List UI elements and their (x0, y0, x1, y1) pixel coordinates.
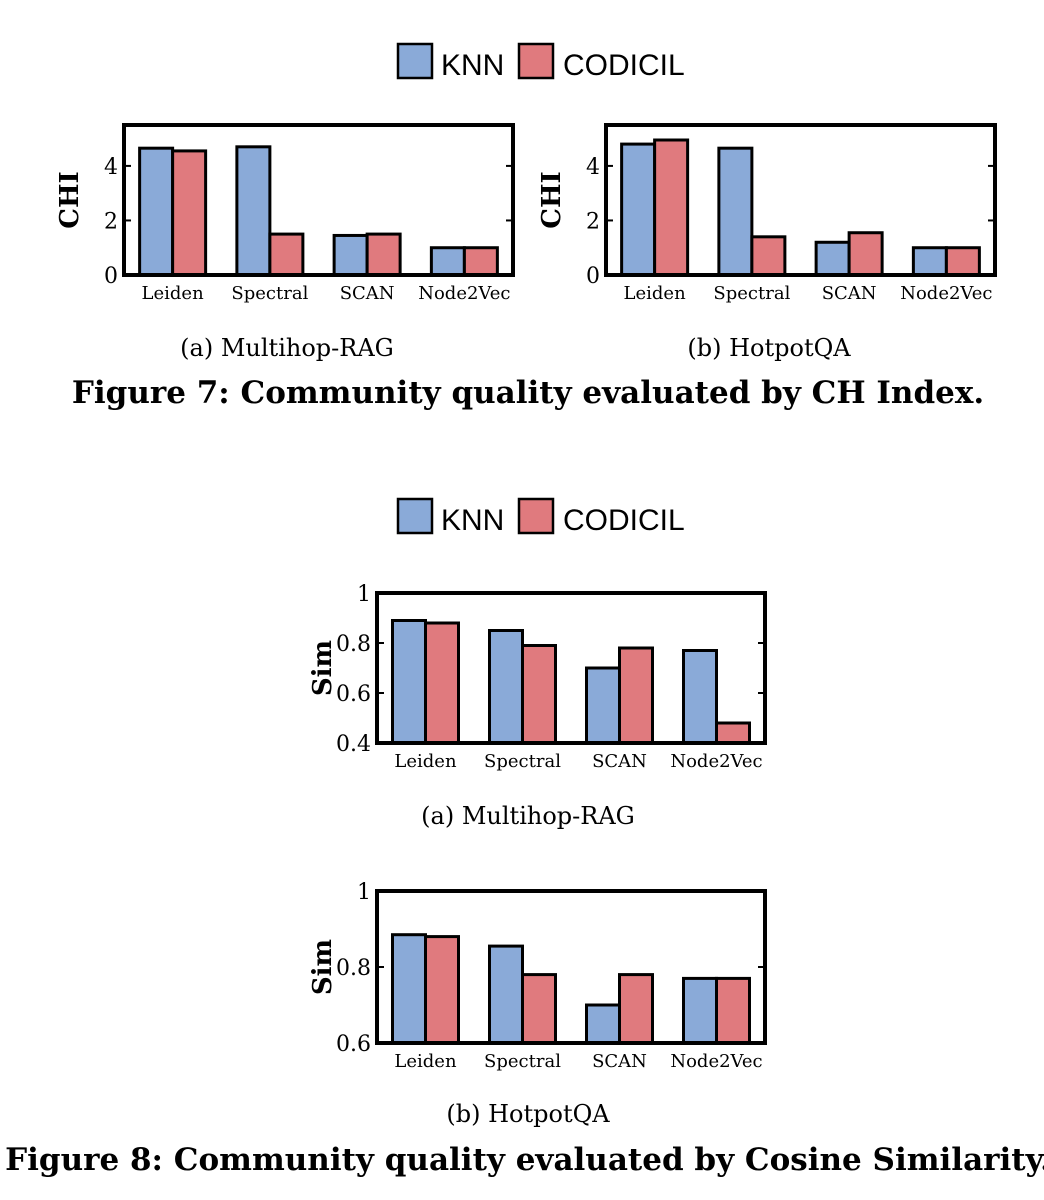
chart-ch-index-multihop-rag: Leiden Spectral SCAN Node2Vec 0 2 4 CHI (a) Mult… (55, 123, 515, 362)
bar-codicil-spectral (521, 973, 557, 1045)
y-tick-label: 1 (357, 582, 371, 607)
legend-swatch-knn (396, 42, 434, 80)
y-axis-label: CHI (537, 171, 567, 228)
y-tick-label: 4 (586, 155, 600, 180)
bar-knn-node2vec (911, 246, 948, 277)
y-tick-label: 0.4 (336, 732, 371, 757)
subplot-caption: (b) HotpotQA (446, 1100, 610, 1128)
bar-knn-node2vec (429, 246, 466, 277)
x-tick-label: SCAN (592, 1051, 647, 1072)
legend-label-knn: KNN (441, 504, 504, 537)
y-axis-label: Sim (308, 640, 338, 696)
bar-knn-scan (585, 666, 621, 745)
bar-knn-scan (585, 1003, 621, 1045)
plot-frame (122, 123, 515, 277)
bar-codicil-spectral (268, 232, 305, 277)
x-tick-label: Leiden (624, 283, 687, 304)
bar-codicil-leiden (171, 149, 208, 277)
bar-codicil-leiden (653, 138, 690, 277)
bar-codicil-scan (618, 973, 654, 1045)
bar-codicil-node2vec (462, 246, 499, 277)
x-tick-label: Node2Vec (670, 1051, 762, 1072)
x-tick-label: Spectral (231, 283, 308, 304)
bar-knn-spectral (488, 944, 524, 1045)
bar-knn-scan (332, 233, 369, 277)
x-tick-label: Node2Vec (670, 751, 762, 772)
bar-knn-leiden (620, 142, 657, 277)
plot-frame (375, 889, 767, 1045)
figure8-legend: KNN CODICIL (396, 497, 685, 537)
y-tick-label: 2 (586, 209, 600, 234)
x-tick-label: Spectral (484, 751, 561, 772)
figure8-caption: Figure 8: Community quality evaluated by… (5, 1142, 1044, 1178)
y-tick-label: 0.6 (336, 1032, 371, 1057)
x-tick-label: SCAN (822, 283, 877, 304)
legend-label-knn: KNN (441, 49, 504, 82)
y-axis-label: Sim (308, 939, 338, 995)
bar-knn-node2vec (682, 976, 718, 1045)
x-tick-label: Spectral (484, 1051, 561, 1072)
y-tick-label: 2 (104, 209, 118, 234)
bar-codicil-node2vec (944, 246, 981, 277)
bar-codicil-scan (847, 231, 884, 277)
x-tick-label: SCAN (340, 283, 395, 304)
x-tick-label: Leiden (142, 283, 205, 304)
y-tick-label: 4 (104, 155, 118, 180)
bar-codicil-spectral (521, 644, 557, 745)
subplot-caption: (a) Multihop-RAG (421, 802, 635, 830)
chart-ch-index-hotpotqa: Leiden Spectral SCAN Node2Vec 0 2 4 CHI (b) Hotp… (537, 123, 997, 362)
x-tick-label: Leiden (394, 1051, 457, 1072)
y-tick-label: 0.8 (336, 956, 371, 981)
x-tick-label: SCAN (592, 751, 647, 772)
bar-knn-leiden (391, 933, 427, 1045)
x-tick-label: Leiden (394, 751, 457, 772)
bar-codicil-scan (618, 646, 654, 745)
bar-codicil-node2vec (715, 721, 751, 745)
subplot-caption: (b) HotpotQA (687, 334, 851, 362)
legend-label-codicil: CODICIL (563, 49, 685, 82)
bar-knn-leiden (391, 619, 427, 745)
legend-label-codicil: CODICIL (563, 504, 685, 537)
bar-codicil-node2vec (715, 976, 751, 1045)
legend-swatch-knn (396, 497, 434, 535)
plot-frame (375, 591, 767, 745)
legend-swatch-codicil (517, 497, 555, 535)
bar-knn-node2vec (682, 649, 718, 745)
bar-knn-spectral (717, 146, 754, 277)
subplot-caption: (a) Multihop-RAG (180, 334, 394, 362)
plot-frame (604, 123, 997, 277)
y-tick-label: 0.8 (336, 632, 371, 657)
bar-knn-spectral (488, 629, 524, 745)
bar-knn-spectral (235, 145, 272, 277)
y-tick-label: 0.6 (336, 682, 371, 707)
figure7-caption: Figure 7: Community quality evaluated by… (72, 375, 984, 411)
legend-swatch-codicil (517, 42, 555, 80)
y-tick-label: 0 (104, 264, 118, 289)
bar-knn-leiden (138, 146, 175, 277)
chart-cosine-sim-hotpotqa: Leiden Spectral SCAN Node2Vec 0.6 0.8 1 Sim (b) … (308, 880, 767, 1128)
figure7-legend: KNN CODICIL (396, 42, 685, 82)
bar-codicil-spectral (750, 235, 787, 277)
chart-cosine-sim-multihop-rag: Leiden Spectral SCAN Node2Vec 0.4 0.6 0.8 1 Sim (… (308, 582, 767, 830)
bar-knn-scan (814, 240, 851, 277)
bar-codicil-leiden (424, 621, 460, 745)
y-tick-label: 0 (586, 264, 600, 289)
y-tick-label: 1 (357, 880, 371, 905)
bar-codicil-scan (365, 232, 402, 277)
x-tick-label: Spectral (713, 283, 790, 304)
bar-codicil-leiden (424, 935, 460, 1045)
y-axis-label: CHI (55, 171, 85, 228)
x-tick-label: Node2Vec (418, 283, 510, 304)
x-tick-label: Node2Vec (900, 283, 992, 304)
